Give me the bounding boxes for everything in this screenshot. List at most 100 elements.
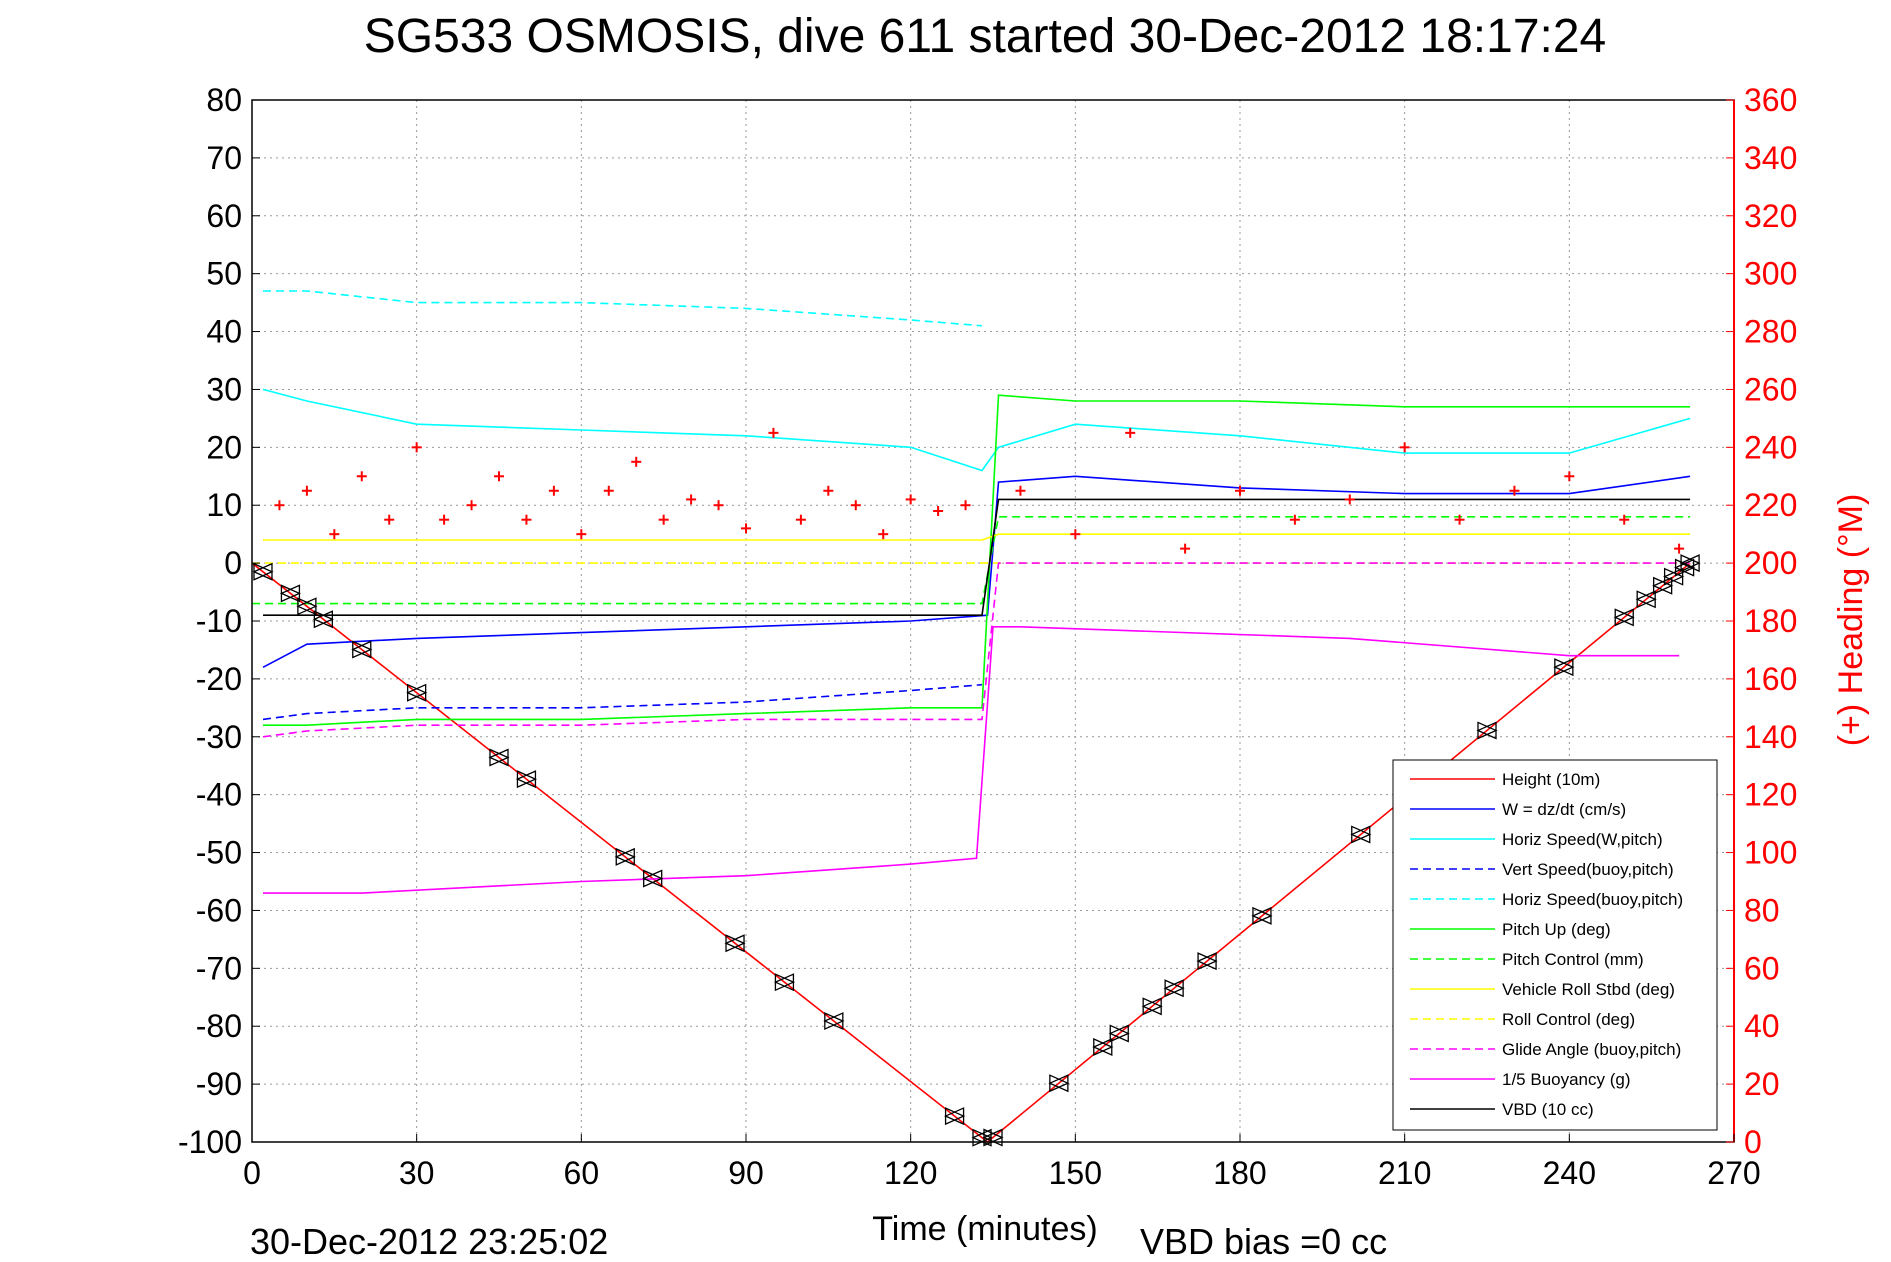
heading-marker — [741, 523, 751, 534]
heading-marker — [521, 514, 532, 525]
x-tick-label: 180 — [1213, 1155, 1266, 1191]
heading-marker — [905, 494, 916, 505]
y-tick-label: 20 — [206, 429, 242, 465]
depth-marker — [1673, 558, 1696, 577]
x-axis: 0 30 60 90 120 150 180 210 240 270 — [243, 1134, 1761, 1191]
depth-marker — [1652, 576, 1674, 595]
heading-marker — [301, 485, 312, 496]
heading-marker — [1289, 514, 1300, 525]
depth-marker — [406, 683, 428, 702]
depth-marker — [943, 1107, 966, 1126]
y-tick-label: -30 — [196, 719, 242, 755]
heading-marker — [494, 471, 504, 482]
y-tick-label: -10 — [196, 603, 242, 639]
legend-item: Vert Speed(buoy,pitch) — [1502, 860, 1674, 879]
y2-tick-label: 80 — [1744, 892, 1780, 928]
heading-marker — [960, 500, 971, 511]
y2-tick-label: 320 — [1744, 198, 1797, 234]
y-tick-label: 60 — [206, 198, 242, 234]
y2-tick-label: 300 — [1744, 256, 1797, 292]
depth-marker — [1476, 721, 1498, 740]
legend-item: Pitch Up (deg) — [1502, 920, 1611, 939]
heading-marker — [356, 471, 367, 482]
heading-marker — [384, 514, 395, 525]
legend-item: Horiz Speed(buoy,pitch) — [1502, 890, 1683, 909]
x-tick-label: 120 — [884, 1155, 937, 1191]
depth-marker — [1163, 979, 1185, 998]
y2-tick-label: 60 — [1744, 950, 1780, 986]
heading-marker — [1564, 471, 1575, 482]
y-tick-label: -90 — [196, 1066, 242, 1102]
x-tick-label: 60 — [564, 1155, 600, 1191]
y-axis-left: 80 70 60 50 40 30 20 10 0 -10 -20 -30 -40 -50 -60 -70 -8… — [178, 82, 260, 1160]
depth-marker — [1679, 554, 1701, 573]
heading-marker — [658, 514, 669, 525]
depth-marker — [1196, 952, 1218, 971]
series-line-3 — [262, 683, 983, 721]
heading-marker — [1454, 514, 1465, 525]
heading-marker — [466, 500, 477, 511]
depth-marker — [1092, 1038, 1114, 1057]
series-line-9 — [262, 562, 1691, 738]
heading-marker — [411, 442, 422, 453]
heading-marker — [1180, 543, 1191, 554]
y2-tick-label: 360 — [1744, 82, 1797, 118]
y2-tick-label: 180 — [1744, 603, 1797, 639]
heading-marker — [1619, 514, 1630, 525]
depth-marker — [1048, 1074, 1070, 1093]
y-tick-label: -50 — [196, 835, 242, 871]
legend-item: 1/5 Buoyancy (g) — [1502, 1070, 1631, 1089]
series-line-7 — [263, 533, 1691, 541]
heading-marker — [1399, 442, 1410, 453]
heading-marker — [576, 529, 587, 540]
series-line-10 — [263, 626, 1680, 894]
y-tick-label: 80 — [206, 82, 242, 118]
heading-marker — [439, 514, 450, 525]
x-tick-label: 90 — [728, 1155, 764, 1191]
y2-tick-label: 120 — [1744, 777, 1797, 813]
x-tick-label: 30 — [399, 1155, 435, 1191]
depth-marker — [312, 610, 334, 629]
heading-marker — [933, 506, 944, 517]
depth-marker — [515, 770, 538, 789]
y2-tick-label: 280 — [1744, 314, 1797, 350]
heading-marker — [603, 485, 614, 496]
depth-marker — [642, 869, 664, 888]
depth-marker — [1613, 608, 1635, 627]
series-line-5 — [263, 394, 1691, 726]
y-tick-label: -60 — [196, 892, 242, 928]
heading-marker — [1235, 485, 1245, 496]
x-tick-label: 150 — [1049, 1155, 1102, 1191]
legend: Height (10m) W = dz/dt (cm/s) Horiz Speed(… — [1392, 759, 1718, 1131]
y-tick-label: 40 — [206, 314, 242, 350]
heading-marker — [631, 456, 642, 467]
y-tick-label: -20 — [196, 661, 242, 697]
depth-markers — [252, 554, 1701, 1147]
depth-marker — [1108, 1024, 1130, 1043]
heading-marker — [548, 485, 559, 496]
chart-title: SG533 OSMOSIS, dive 611 started 30-Dec-2… — [364, 10, 1607, 63]
depth-marker — [1141, 997, 1163, 1016]
heading-marker — [1125, 427, 1136, 438]
legend-item: Pitch Control (mm) — [1502, 950, 1644, 969]
y-axis-right: 3603403203002802602402202001801601401201… — [1726, 82, 1797, 1160]
y2-tick-label: 40 — [1744, 1008, 1780, 1044]
depth-marker — [1251, 906, 1273, 925]
y2-tick-label: 140 — [1744, 719, 1797, 755]
legend-item: Glide Angle (buoy,pitch) — [1502, 1040, 1681, 1059]
y-tick-label: -80 — [196, 1008, 242, 1044]
x-tick-label: 270 — [1707, 1155, 1760, 1191]
heading-marker — [1509, 485, 1520, 496]
y2-tick-label: 260 — [1744, 371, 1797, 407]
y-tick-label: -100 — [178, 1124, 242, 1160]
y-tick-label: 10 — [206, 487, 242, 523]
depth-marker — [279, 584, 302, 603]
legend-item: Vehicle Roll Stbd (deg) — [1502, 980, 1675, 999]
depth-marker — [488, 748, 510, 767]
legend-box — [1392, 759, 1718, 1131]
y2-tick-label: 0 — [1744, 1124, 1762, 1160]
depth-marker — [614, 847, 636, 866]
heading-marker — [329, 529, 340, 540]
y2-tick-label: 160 — [1744, 661, 1797, 697]
